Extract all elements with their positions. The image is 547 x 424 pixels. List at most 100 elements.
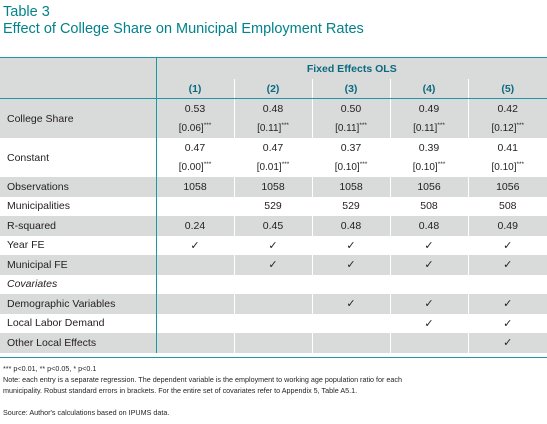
table-number: Table 3	[3, 4, 50, 20]
value-cell: 529	[233, 196, 312, 216]
row-label: Other Local Effects	[0, 333, 156, 353]
column-header: (5)	[501, 82, 515, 95]
row-label: Local Labor Demand	[7, 317, 105, 330]
check-cell: ✓	[389, 235, 468, 255]
se-cell: [0.10]***	[467, 157, 547, 177]
check-cell	[155, 294, 234, 314]
table-row: Covariates	[0, 274, 547, 294]
table-row: [0.06]*** [0.11]*** [0.11]*** [0.11]*** …	[0, 118, 547, 138]
check-cell: ✓	[311, 255, 390, 275]
check-cell	[233, 333, 312, 353]
value-cell: 1058	[155, 177, 234, 197]
coef-cell: 0.47	[233, 138, 312, 158]
header-group-row: Fixed Effects OLS	[0, 58, 547, 79]
se-cell: [0.11]***	[233, 118, 312, 138]
row-label: Municipal FE	[0, 255, 156, 275]
check-cell	[155, 255, 234, 275]
se-cell: [0.10]***	[389, 157, 468, 177]
check-cell	[389, 333, 468, 353]
table-row: [0.00]*** [0.01]*** [0.10]*** [0.10]*** …	[0, 157, 547, 177]
source-note: Source: Author's calculations based on I…	[3, 408, 170, 417]
check-cell: ✓	[467, 255, 547, 275]
value-cell: 0.48	[389, 216, 468, 236]
value-cell: 1056	[389, 177, 468, 197]
check-cell: ✓	[467, 333, 547, 353]
value-cell: 508	[389, 196, 468, 216]
se-cell: [0.10]***	[311, 157, 390, 177]
value-cell: 1056	[467, 177, 547, 197]
coef-cell: 0.50	[311, 98, 390, 119]
coef-cell: 0.49	[389, 98, 468, 119]
table-row: R-squared 0.24 0.45 0.48 0.48 0.49	[0, 216, 547, 236]
se-cell: [0.11]***	[389, 118, 468, 138]
table-row: Other Local Effects ✓	[0, 333, 547, 353]
check-cell: ✓	[467, 313, 547, 333]
table-row: Municipalities 529 529 508 508	[0, 196, 547, 216]
table-title: Effect of College Share on Municipal Emp…	[3, 21, 364, 37]
value-cell	[155, 196, 234, 216]
table-row: Constant 0.47 0.47 0.37 0.39 0.41	[0, 138, 547, 164]
row-label: Municipalities	[7, 200, 71, 213]
note-line: municipality. Robust standard errors in …	[3, 386, 358, 395]
table-row: Observations 1058 1058 1058 1056 1056	[0, 177, 547, 197]
column-header: (2)	[266, 82, 280, 95]
check-cell: ✓	[389, 294, 468, 314]
check-cell	[311, 333, 390, 353]
check-cell	[311, 313, 390, 333]
check-cell	[155, 313, 234, 333]
se-cell: [0.06]***	[155, 118, 234, 138]
se-cell: [0.00]***	[155, 157, 234, 177]
check-cell: ✓	[467, 294, 547, 314]
table-row: Municipal FE ✓ ✓ ✓ ✓	[0, 255, 547, 275]
check-cell: ✓	[389, 255, 468, 275]
row-label: R-squared	[0, 216, 156, 236]
row-label: Observations	[0, 177, 156, 197]
value-cell: 529	[311, 196, 390, 216]
check-cell: ✓	[233, 255, 312, 275]
row-label: Year FE	[7, 239, 45, 252]
coef-cell: 0.39	[389, 138, 468, 158]
value-cell: 0.45	[233, 216, 312, 236]
value-cell: 508	[467, 196, 547, 216]
se-cell: [0.11]***	[311, 118, 390, 138]
value-cell: 1058	[233, 177, 312, 197]
check-cell: ✓	[311, 294, 390, 314]
coef-cell: 0.41	[467, 138, 547, 158]
row-label: Demographic Variables	[0, 294, 156, 314]
check-cell: ✓	[311, 235, 390, 255]
coef-cell: 0.37	[311, 138, 390, 158]
table-row: College Share 0.53 0.48 0.50 0.49 0.42	[0, 98, 547, 138]
row-label: Constant	[7, 151, 50, 164]
column-header: (1)	[188, 82, 202, 95]
row-label: College Share	[0, 98, 156, 138]
header-columns-row: (1) (2) (3) (4) (5)	[0, 79, 547, 99]
coef-cell: 0.47	[155, 138, 234, 158]
regression-table: Fixed Effects OLS (1) (2) (3) (4) (5) Co…	[0, 58, 547, 353]
check-cell	[155, 333, 234, 353]
check-cell: ✓	[467, 235, 547, 255]
column-header: (3)	[344, 82, 358, 95]
top-rule	[0, 57, 547, 58]
column-header: (4)	[422, 82, 436, 95]
check-cell	[233, 313, 312, 333]
coef-cell: 0.42	[467, 98, 547, 119]
table-row: Demographic Variables ✓ ✓ ✓	[0, 294, 547, 314]
check-cell: ✓	[389, 313, 468, 333]
value-cell: 0.24	[155, 216, 234, 236]
se-cell: [0.01]***	[233, 157, 312, 177]
table-row: Local Labor Demand ✓ ✓	[0, 313, 547, 333]
check-cell: ✓	[155, 235, 234, 255]
se-cell: [0.12]***	[467, 118, 547, 138]
check-cell: ✓	[233, 235, 312, 255]
value-cell: 0.49	[467, 216, 547, 236]
coef-cell: 0.48	[233, 98, 312, 119]
section-label: Covariates	[7, 278, 58, 291]
table-row: Year FE ✓ ✓ ✓ ✓ ✓	[0, 235, 547, 255]
significance-note: *** p<0.01, ** p<0.05, * p<0.1	[3, 364, 97, 373]
value-cell: 1058	[311, 177, 390, 197]
coef-cell: 0.53	[155, 98, 234, 119]
value-cell: 0.48	[311, 216, 390, 236]
header-group: Fixed Effects OLS	[306, 62, 397, 75]
check-cell	[233, 294, 312, 314]
note-line: Note: each entry is a separate regressio…	[3, 375, 403, 384]
